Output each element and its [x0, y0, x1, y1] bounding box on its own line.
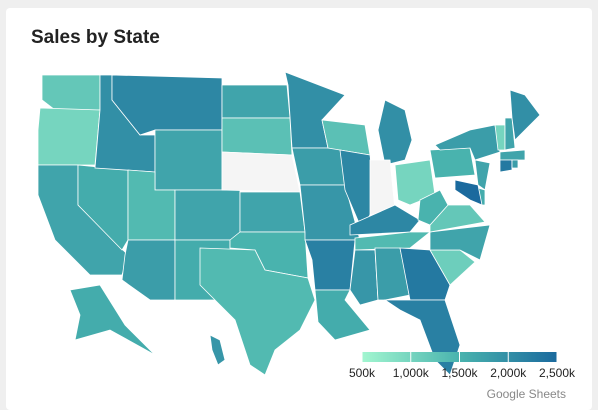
state: [221, 117, 293, 156]
state: [209, 334, 226, 366]
state: [349, 204, 421, 236]
state: [511, 159, 519, 169]
state: [499, 159, 513, 173]
legend-tick-label: 2,500k: [539, 366, 576, 380]
source-label: Google Sheets: [487, 387, 566, 401]
state: [434, 124, 501, 161]
state: [454, 179, 483, 206]
state: [509, 89, 541, 141]
state: [69, 284, 156, 356]
legend-tick-label: 1,500k: [441, 366, 478, 380]
state: [37, 107, 101, 166]
state: [199, 247, 316, 376]
state: [504, 117, 516, 151]
state: [354, 231, 432, 251]
state: [121, 239, 176, 301]
state: [383, 299, 461, 376]
state: [239, 191, 306, 233]
state: [154, 129, 223, 191]
state: [417, 189, 449, 226]
legend-tick-label: 1,000k: [393, 366, 430, 380]
state: [174, 189, 241, 241]
state: [221, 151, 301, 193]
chart-title: Sales by State: [31, 27, 160, 48]
state: [429, 147, 476, 179]
state: [41, 74, 101, 111]
state: [377, 99, 413, 166]
state: [291, 147, 346, 186]
state: [429, 224, 491, 261]
state: [349, 249, 379, 306]
state: [221, 84, 291, 119]
legend-tick-label: 2,000k: [490, 366, 527, 380]
legend-tick-label: 500k: [349, 366, 376, 380]
state: [399, 247, 451, 301]
state: [499, 149, 526, 161]
state: [374, 247, 411, 301]
state: [304, 239, 356, 291]
